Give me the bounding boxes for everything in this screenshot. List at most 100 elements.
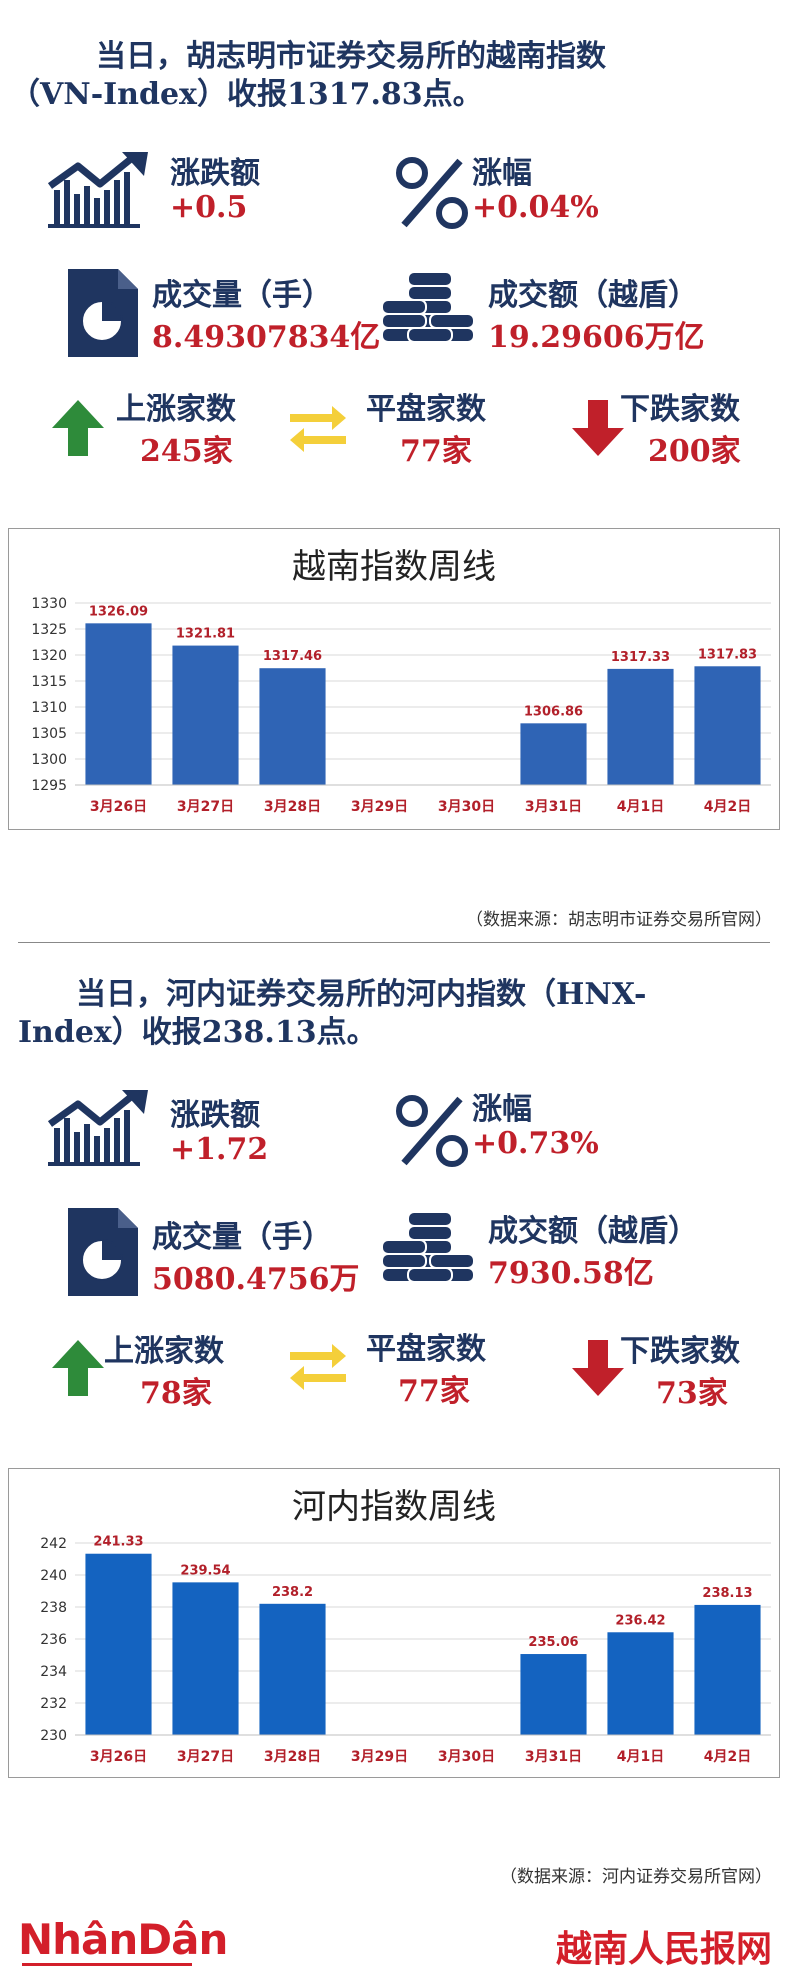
vn-headline-line-2: （VN-Index）收报1317.83点。	[10, 77, 483, 112]
hnx-source: （数据来源：河内证券交易所官网）	[500, 1867, 772, 1887]
vn-bar	[85, 623, 152, 785]
vn-change-label: 涨跌额	[170, 156, 260, 191]
hnx-pct-label: 涨幅	[472, 1092, 532, 1127]
hnx-volume-label: 成交量（手）	[152, 1220, 332, 1255]
yellow-swap-arrows-icon	[290, 406, 346, 452]
red-down-arrow-icon	[572, 1340, 624, 1396]
hnx-bar	[520, 1654, 587, 1735]
vn-volume-label: 成交量（手）	[152, 278, 332, 313]
hnx-xtick-label: 4月1日	[617, 1749, 664, 1765]
hnx-xtick-label: 3月26日	[90, 1749, 147, 1765]
rising-chart-icon	[48, 1090, 148, 1166]
hnx-pct-value: +0.73%	[472, 1126, 599, 1161]
vn-pct-label: 涨幅	[472, 156, 532, 191]
hnx-ytick-label: 234	[40, 1664, 67, 1680]
vn-source: （数据来源：胡志明市证券交易所官网）	[466, 910, 772, 930]
hnx-bar	[694, 1604, 761, 1735]
vn-data-label: 1317.46	[263, 649, 322, 664]
vn-bar	[520, 723, 587, 785]
hnx-chart: 河内指数周线 242 240 238 236 234 232 230 3月26日 241.33 3…	[8, 1468, 780, 1778]
vn-turnover-value: 19.29606万亿	[488, 320, 705, 355]
vn-turnover-label: 成交额（越盾）	[488, 278, 698, 313]
vn-xtick-label: 4月1日	[617, 799, 664, 815]
hnx-headline-line-2: Index）收报238.13点。	[18, 1015, 377, 1050]
vn-data-label: 1321.81	[176, 627, 235, 642]
hnx-flat-label: 平盘家数	[366, 1332, 486, 1367]
hnx-ytick-label: 242	[40, 1536, 67, 1552]
logo-underline	[22, 1963, 192, 1966]
hnx-volume-value: 5080.4756万	[152, 1262, 360, 1297]
vn-bar	[607, 668, 674, 785]
red-down-arrow-icon	[572, 400, 624, 456]
vn-flat-value: 77家	[400, 434, 472, 469]
hnx-turnover-label: 成交额（越盾）	[488, 1214, 698, 1249]
percent-icon	[396, 1095, 468, 1167]
vn-up-value: 245家	[140, 434, 233, 469]
hnx-data-label: 241.33	[93, 1535, 143, 1550]
hnx-data-label: 238.2	[272, 1585, 313, 1600]
vn-ytick-label: 1295	[31, 778, 67, 794]
green-up-arrow-icon	[52, 1340, 104, 1396]
hnx-up-label: 上涨家数	[104, 1334, 224, 1369]
hnx-ytick-label: 240	[40, 1568, 67, 1584]
hnx-chart-title: 河内指数周线	[292, 1487, 496, 1527]
vn-pct-value: +0.04%	[472, 190, 599, 225]
hnx-data-label: 238.13	[702, 1586, 752, 1601]
hnx-change-value: +1.72	[170, 1132, 269, 1167]
vn-data-label: 1317.83	[698, 647, 757, 662]
yellow-swap-arrows-icon	[290, 1344, 346, 1390]
coin-stack-icon	[381, 271, 475, 343]
hnx-ytick-label: 236	[40, 1632, 67, 1648]
hnx-xtick-label: 3月28日	[264, 1749, 321, 1765]
hnx-bar	[85, 1553, 152, 1735]
hnx-flat-value: 77家	[398, 1374, 470, 1409]
hnx-xtick-label: 3月30日	[438, 1749, 495, 1765]
vn-ytick-label: 1305	[31, 726, 67, 742]
hnx-ytick-label: 238	[40, 1600, 67, 1616]
vn-ytick-label: 1320	[31, 648, 67, 664]
hnx-bar	[259, 1603, 326, 1735]
vn-xtick-label: 3月29日	[351, 799, 408, 815]
vn-xtick-label: 3月28日	[264, 799, 321, 815]
vn-up-label: 上涨家数	[116, 392, 236, 427]
vn-headline: 当日，胡志明市证券交易所的越南指数 （VN-Index）收报1317.83点。	[10, 38, 770, 114]
rising-chart-icon	[48, 152, 148, 228]
vn-xtick-label: 3月31日	[525, 799, 582, 815]
hnx-change-label: 涨跌额	[170, 1098, 260, 1133]
hnx-data-label: 235.06	[528, 1635, 578, 1650]
hnx-bar	[607, 1632, 674, 1735]
vn-data-label: 1326.09	[89, 604, 148, 619]
hnx-ytick-label: 232	[40, 1696, 67, 1712]
coin-stack-icon	[381, 1211, 475, 1283]
nhandan-logo[interactable]: NhânDân	[18, 1915, 228, 1964]
hnx-bar	[172, 1582, 239, 1735]
vn-data-label: 1306.86	[524, 704, 583, 719]
vn-ytick-label: 1300	[31, 752, 67, 768]
hnx-xtick-label: 4月2日	[704, 1749, 751, 1765]
hnx-turnover-value: 7930.58亿	[488, 1256, 654, 1291]
hnx-chart-plot: 242 240 238 236 234 232 230 3月26日 241.33 3月27日 239…	[40, 1535, 771, 1765]
hnx-xtick-label: 3月27日	[177, 1749, 234, 1765]
green-up-arrow-icon	[52, 400, 104, 456]
vn-ytick-label: 1330	[31, 596, 67, 612]
hnx-up-value: 78家	[140, 1376, 212, 1411]
vn-flat-label: 平盘家数	[366, 392, 486, 427]
vn-bar	[259, 668, 326, 785]
vn-xtick-label: 3月27日	[177, 799, 234, 815]
hnx-data-label: 236.42	[615, 1613, 665, 1628]
vn-xtick-label: 3月26日	[90, 799, 147, 815]
vn-change-value: +0.5	[170, 190, 248, 225]
vn-chart: 越南指数周线 1330 1325 1320 1315 1310 1305 1300 1295 3…	[8, 528, 780, 830]
site-brand-name: 越南人民报网	[555, 1928, 772, 1970]
hnx-down-label: 下跌家数	[620, 1334, 740, 1369]
percent-icon	[396, 157, 468, 229]
vn-bar	[694, 666, 761, 785]
vn-bar	[172, 645, 239, 785]
vn-down-value: 200家	[648, 434, 741, 469]
vn-chart-plot: 1330 1325 1320 1315 1310 1305 1300 1295 3月26日 132…	[31, 596, 771, 815]
vn-ytick-label: 1315	[31, 674, 67, 690]
vn-data-label: 1317.33	[611, 650, 670, 665]
document-chart-icon	[68, 1208, 138, 1296]
vn-headline-line-1: 当日，胡志明市证券交易所的越南指数	[96, 39, 606, 74]
hnx-xtick-label: 3月29日	[351, 1749, 408, 1765]
